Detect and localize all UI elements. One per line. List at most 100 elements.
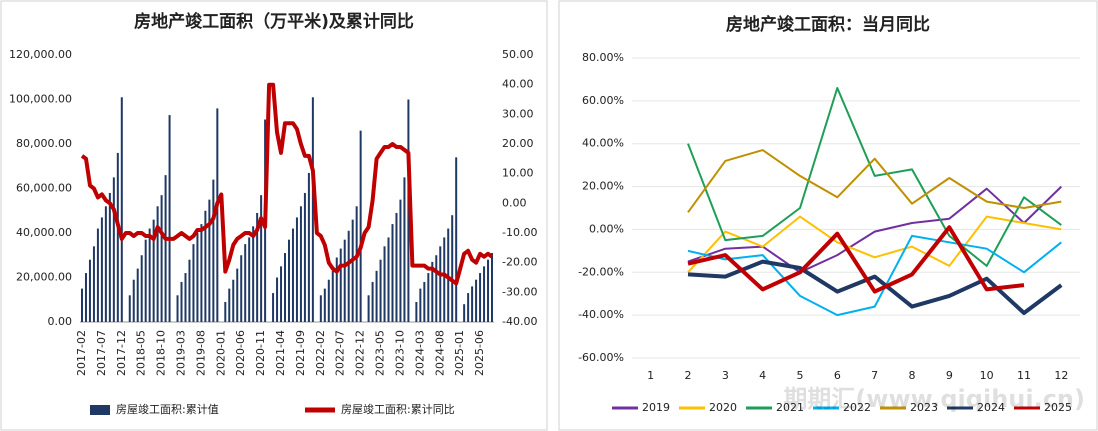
bar bbox=[120, 97, 123, 323]
x-tick-label: 2024-08 bbox=[433, 330, 446, 376]
bar bbox=[287, 239, 290, 322]
legend-label: 房屋竣工面积:累计值 bbox=[116, 402, 219, 416]
bar bbox=[355, 206, 358, 322]
bar bbox=[204, 210, 207, 322]
bar bbox=[144, 239, 147, 322]
bar bbox=[311, 97, 314, 323]
x-tick-label: 2017-12 bbox=[115, 330, 128, 376]
x-tick-label: 1 bbox=[647, 369, 654, 382]
y-tick-label: 80,000.00 bbox=[16, 137, 72, 150]
bar bbox=[383, 246, 386, 322]
line bbox=[687, 225, 1025, 294]
chart-title: 房地产竣工面积（万平米)及累计同比 bbox=[134, 11, 414, 32]
bar bbox=[331, 270, 334, 322]
bar bbox=[295, 217, 298, 322]
x-tick-label: 2019-03 bbox=[175, 330, 188, 376]
bar bbox=[244, 244, 247, 322]
bar bbox=[415, 301, 418, 322]
bar bbox=[471, 286, 474, 322]
bar bbox=[323, 288, 326, 322]
y-tick-label: 40.00% bbox=[582, 137, 624, 150]
bar bbox=[403, 177, 406, 322]
bar bbox=[240, 255, 243, 322]
bar bbox=[443, 237, 446, 322]
bar bbox=[236, 268, 239, 322]
bar bbox=[423, 281, 426, 322]
x-tick-label: 2018-05 bbox=[135, 330, 148, 376]
x-tick-label: 2022-12 bbox=[354, 330, 367, 376]
bar bbox=[359, 130, 362, 322]
x-tick-label: 2023-10 bbox=[393, 330, 406, 376]
bar bbox=[96, 228, 99, 322]
legend-label: 2025 bbox=[1044, 401, 1072, 414]
legend-label: 2020 bbox=[709, 401, 737, 414]
x-tick-label: 2020-06 bbox=[234, 330, 247, 376]
bar bbox=[483, 266, 486, 322]
watermark: 期期汇(www.qiqihui.cn) bbox=[783, 385, 1085, 413]
y-tick-label: 60,000.00 bbox=[16, 182, 72, 195]
x-tick-label: 2022-02 bbox=[314, 330, 327, 376]
x-tick-label: 2024-03 bbox=[413, 330, 426, 376]
bar bbox=[387, 237, 390, 322]
y-tick-label: 100,000.00 bbox=[9, 93, 72, 106]
bar bbox=[431, 261, 434, 322]
panel-border bbox=[0, 0, 548, 431]
bar bbox=[367, 295, 370, 322]
bar bbox=[148, 228, 151, 322]
bar bbox=[479, 273, 482, 322]
bar bbox=[319, 295, 322, 322]
legend-label: 2019 bbox=[642, 401, 670, 414]
x-tick-label: 2019-08 bbox=[194, 330, 207, 376]
x-tick-label: 9 bbox=[946, 369, 953, 382]
bar bbox=[140, 255, 143, 322]
bar bbox=[100, 217, 103, 322]
line bbox=[687, 87, 1062, 267]
bar bbox=[351, 219, 354, 322]
y-tick-label: 20,000.00 bbox=[16, 271, 72, 284]
y-tick-label: -40.00% bbox=[578, 308, 624, 321]
bar bbox=[252, 226, 255, 322]
bar bbox=[88, 259, 91, 322]
x-tick-label: 2020-01 bbox=[214, 330, 227, 376]
y2-tick-label: 20.00 bbox=[502, 137, 534, 150]
bar bbox=[419, 288, 422, 322]
y-tick-label: -60.00% bbox=[578, 351, 624, 364]
bar bbox=[343, 239, 346, 322]
bar bbox=[176, 295, 179, 322]
bar bbox=[200, 224, 203, 322]
y-tick-label: 20.00% bbox=[582, 180, 624, 193]
legend-swatch bbox=[90, 405, 110, 415]
bar bbox=[276, 277, 279, 322]
bar bbox=[156, 206, 159, 322]
x-tick-label: 3 bbox=[722, 369, 729, 382]
bar bbox=[152, 219, 155, 322]
bar bbox=[164, 175, 167, 322]
bar bbox=[272, 293, 275, 322]
bar bbox=[192, 244, 195, 322]
legend-label: 2021 bbox=[776, 401, 804, 414]
bar bbox=[232, 279, 235, 322]
bar bbox=[116, 152, 119, 322]
x-tick-label: 12 bbox=[1054, 369, 1068, 382]
bar bbox=[184, 273, 187, 322]
bar bbox=[299, 206, 302, 322]
bar bbox=[327, 279, 330, 322]
bar bbox=[307, 172, 310, 322]
y2-tick-label: -20.00 bbox=[502, 256, 537, 269]
x-tick-label: 2 bbox=[685, 369, 692, 382]
line bbox=[687, 149, 1062, 213]
line bbox=[687, 234, 1062, 317]
bar bbox=[375, 270, 378, 322]
y-tick-label: 120,000.00 bbox=[9, 48, 72, 61]
bar bbox=[196, 233, 199, 322]
bar bbox=[228, 288, 231, 322]
bar bbox=[256, 212, 259, 322]
bar bbox=[132, 279, 135, 322]
bar bbox=[248, 237, 251, 322]
y2-tick-label: -40.00 bbox=[502, 315, 537, 328]
y2-tick-label: 30.00 bbox=[502, 107, 534, 120]
bar bbox=[371, 281, 374, 322]
bar bbox=[104, 206, 107, 322]
legend-label: 2022 bbox=[843, 401, 871, 414]
